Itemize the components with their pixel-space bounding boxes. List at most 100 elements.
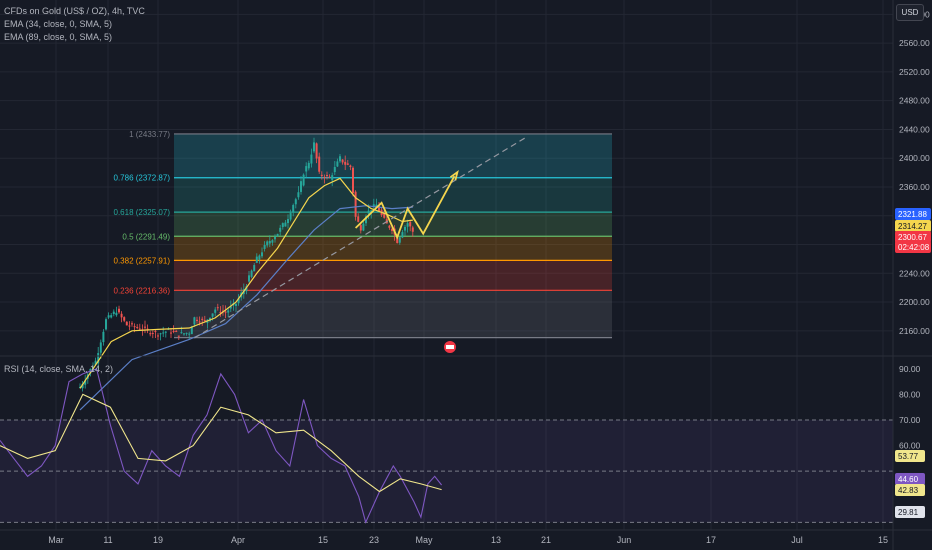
candle-body (409, 222, 412, 227)
candle-body (404, 226, 406, 231)
fib-level-label: 0.5 (2291.49) (122, 232, 170, 241)
candle-body (354, 191, 357, 217)
candle-body (378, 205, 380, 212)
candle-body (279, 227, 282, 232)
candle-body (227, 310, 230, 313)
candle-body (175, 330, 178, 332)
candle-body (263, 244, 266, 249)
candle-body (136, 326, 139, 328)
candle-body (172, 330, 175, 332)
time-tick-label: 23 (369, 535, 379, 545)
fib-zone (174, 133, 612, 178)
candles (79, 137, 414, 392)
symbol-title[interactable]: CFDs on Gold (US$ / OZ), 4h, TVC (4, 6, 145, 16)
candle-body (99, 342, 102, 353)
ema-89-legend[interactable]: EMA (89, close, 0, SMA, 5) (4, 32, 113, 42)
grid (0, 0, 893, 530)
time-tick-label: 15 (878, 535, 888, 545)
candle-body (284, 222, 287, 227)
time-tick-label: 15 (318, 535, 328, 545)
candle-body (190, 326, 193, 335)
candle-body (237, 298, 240, 304)
economic-event-flag-icon (446, 345, 454, 349)
candle-body (149, 333, 152, 335)
candle-body (144, 326, 146, 328)
candle-body (188, 333, 191, 335)
candle-body (302, 174, 305, 186)
candle-body (362, 223, 365, 231)
candle-body (219, 311, 222, 313)
drawings[interactable] (194, 136, 528, 353)
ema-89-line (79, 205, 413, 411)
candle-body (313, 142, 315, 152)
candle-body (406, 223, 409, 227)
candle-body (287, 219, 289, 224)
candle-body (115, 312, 118, 316)
rsi-badge-label: 29.81 (898, 508, 919, 517)
candle-body (294, 199, 297, 205)
candle-body (183, 333, 185, 335)
candle-body (307, 162, 310, 169)
candle-body (107, 315, 110, 318)
fib-zone (174, 260, 612, 291)
candle-body (125, 321, 128, 326)
price-badge-label: 2314.27 (898, 222, 927, 231)
candle-body (162, 332, 165, 334)
candle-body (391, 228, 393, 231)
candle-body (224, 311, 227, 313)
candle-body (245, 286, 248, 292)
ema-34-legend[interactable]: EMA (34, close, 0, SMA, 5) (4, 19, 113, 29)
trendline[interactable] (194, 136, 528, 339)
candle-body (97, 353, 100, 364)
rsi-lines (0, 368, 443, 524)
time-tick-label: Jul (791, 535, 803, 545)
candle-body (164, 331, 167, 333)
candle-body (102, 331, 105, 343)
fib-zone (174, 236, 612, 261)
candle-body (292, 205, 295, 212)
candle-body (222, 310, 224, 312)
fib-zone (174, 212, 612, 237)
rsi-tick-label: 80.00 (899, 389, 921, 399)
candle-body (320, 174, 323, 176)
price-tick-label: 2440.00 (899, 124, 930, 134)
fib-level-label: 0.786 (2372.87) (114, 174, 171, 183)
rsi-tick-label: 70.00 (899, 415, 921, 425)
fib-level-label: 1 (2433.77) (129, 130, 170, 139)
rsi-legend[interactable]: RSI (14, close, SMA, 14, 2) (4, 364, 114, 374)
candle-body (331, 175, 334, 181)
time-tick-label: 13 (491, 535, 501, 545)
candle-body (300, 181, 302, 192)
rsi-tick-label: 60.00 (899, 441, 921, 451)
price-badge (895, 231, 931, 243)
candle-body (253, 265, 256, 272)
fib-retracement[interactable]: 1 (2433.77) 0.786 (2372.87) 0.618 (2325.07… (114, 130, 613, 339)
candle-body (398, 237, 401, 243)
currency-button[interactable]: USD (896, 4, 924, 21)
rsi-badge-label: 44.60 (898, 475, 919, 484)
candle-body (133, 326, 136, 328)
candle-body (383, 213, 386, 218)
time-tick-label: Jun (617, 535, 632, 545)
price-badge (895, 241, 931, 253)
candle-body (268, 240, 271, 244)
fib-zone (174, 177, 612, 213)
candle-body (110, 315, 113, 318)
candle-body (328, 176, 331, 178)
rsi-badge (895, 473, 925, 485)
time-axis[interactable]: Mar 11 19 Apr 15 23 May 13 21 Jun 17 Jul 15 (48, 535, 888, 545)
candle-body (250, 270, 253, 277)
candle-body (375, 204, 378, 207)
candle-body (411, 227, 414, 232)
candle-body (388, 225, 391, 228)
candle-body (81, 383, 84, 389)
price-tick-label: 2560.00 (899, 38, 930, 48)
rsi-badge-label: 42.83 (898, 486, 919, 495)
rsi-band (0, 419, 893, 523)
candle-body (310, 154, 313, 164)
candle-body (185, 332, 188, 334)
price-tick-label: 2480.00 (899, 96, 930, 106)
candle-body (315, 143, 318, 159)
candle-body (357, 216, 360, 222)
